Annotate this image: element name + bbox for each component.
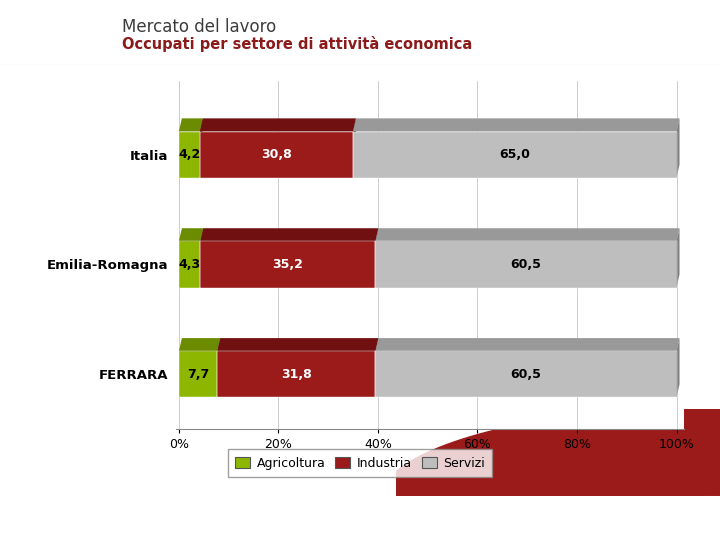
Text: 65,0: 65,0 xyxy=(500,148,530,161)
Text: 31,8: 31,8 xyxy=(281,368,312,381)
Polygon shape xyxy=(179,352,217,397)
Polygon shape xyxy=(217,338,379,352)
Polygon shape xyxy=(199,132,353,178)
Polygon shape xyxy=(200,228,379,241)
Text: Occupati per settore di attività economica: Occupati per settore di attività economi… xyxy=(122,36,472,52)
Polygon shape xyxy=(200,241,375,288)
Polygon shape xyxy=(179,132,199,178)
Polygon shape xyxy=(217,338,220,397)
Polygon shape xyxy=(375,241,677,288)
Text: 6: 6 xyxy=(36,511,45,525)
Text: Mercato del lavoro: Mercato del lavoro xyxy=(122,18,276,36)
Text: 60,5: 60,5 xyxy=(510,368,541,381)
Polygon shape xyxy=(200,228,203,288)
Text: 7,7: 7,7 xyxy=(187,368,210,381)
Polygon shape xyxy=(375,228,379,288)
Polygon shape xyxy=(375,352,677,397)
Polygon shape xyxy=(179,338,220,352)
Polygon shape xyxy=(199,118,203,178)
Text: 35,2: 35,2 xyxy=(272,258,303,271)
Text: 4,2: 4,2 xyxy=(179,148,200,161)
Polygon shape xyxy=(179,241,200,288)
Polygon shape xyxy=(375,338,680,352)
Text: 60,5: 60,5 xyxy=(510,258,541,271)
Text: La struttura dell'imprenditoria femminile ferrarese: La struttura dell'imprenditoria femminil… xyxy=(79,511,379,524)
Polygon shape xyxy=(179,228,203,241)
Polygon shape xyxy=(375,338,379,397)
Polygon shape xyxy=(677,338,680,397)
Polygon shape xyxy=(353,118,680,132)
Polygon shape xyxy=(380,405,720,500)
Text: 9 maggio 2007: 9 maggio 2007 xyxy=(609,511,698,524)
Legend: Agricoltura, Industria, Servizi: Agricoltura, Industria, Servizi xyxy=(228,449,492,477)
Polygon shape xyxy=(217,352,375,397)
Polygon shape xyxy=(353,132,677,178)
Polygon shape xyxy=(375,228,680,241)
Polygon shape xyxy=(677,228,680,288)
Polygon shape xyxy=(353,118,356,178)
Polygon shape xyxy=(179,118,203,132)
Text: 4,3: 4,3 xyxy=(179,258,201,271)
Text: 30,8: 30,8 xyxy=(261,148,292,161)
Polygon shape xyxy=(199,118,356,132)
Polygon shape xyxy=(677,118,680,178)
